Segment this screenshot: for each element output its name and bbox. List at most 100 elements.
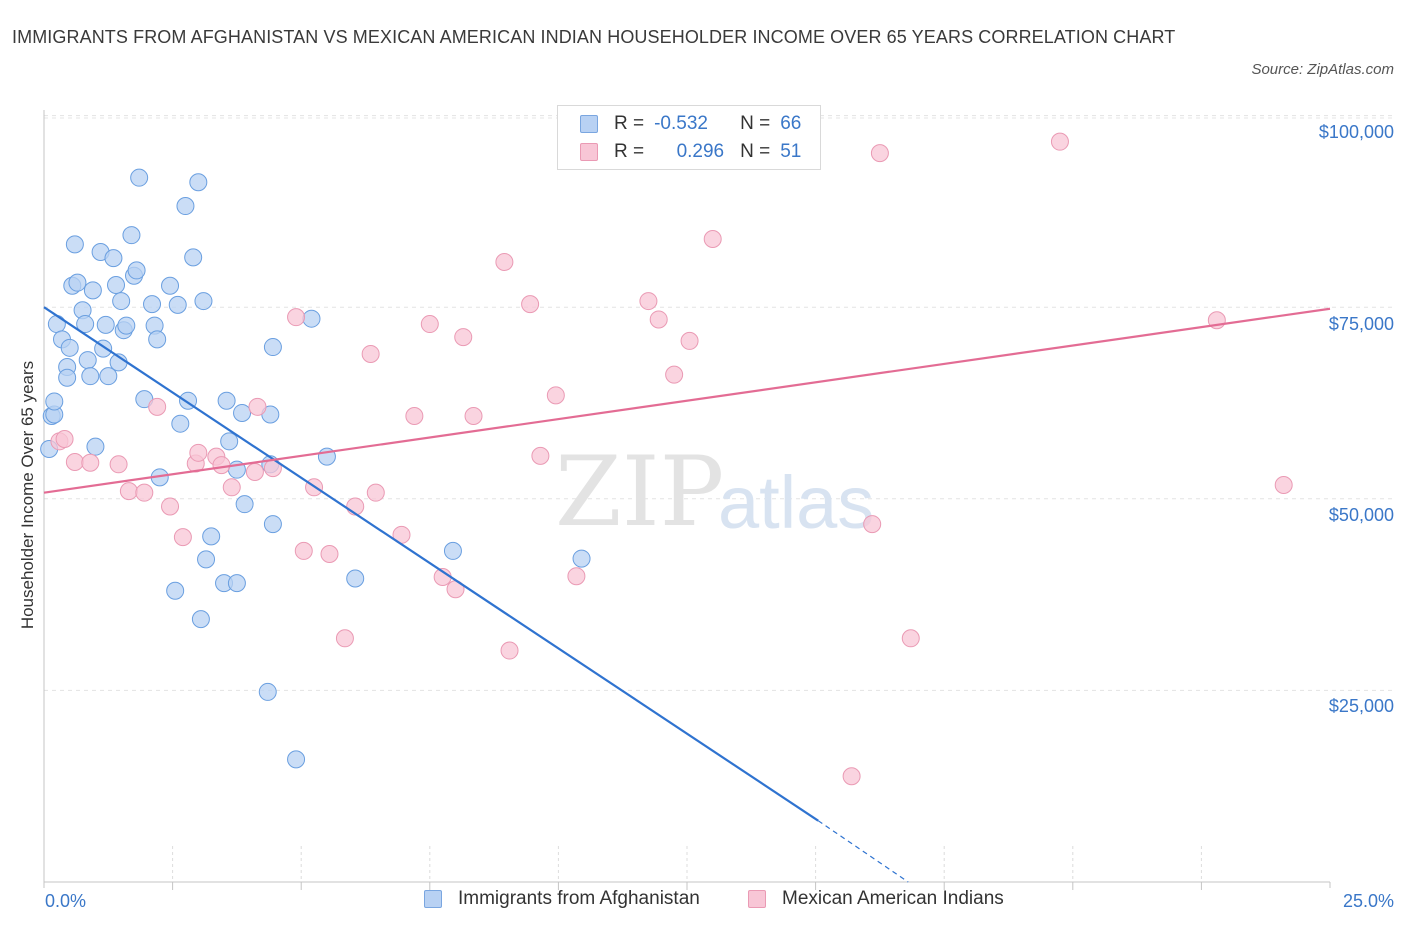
point-afghanistan-62 xyxy=(302,309,321,328)
point-afghanistan-52 xyxy=(227,574,246,593)
point-afghanistan-40 xyxy=(171,414,190,433)
y-tick-label-50000: $50,000 xyxy=(1328,505,1394,525)
legend-n-label: N = xyxy=(740,141,771,162)
point-mexican-american-indians-42 xyxy=(680,331,699,350)
x-tick-label-min: 0.0% xyxy=(45,891,87,911)
point-afghanistan-16 xyxy=(83,281,102,300)
point-mexican-american-indians-31 xyxy=(454,328,473,347)
point-afghanistan-14 xyxy=(78,351,97,370)
point-afghanistan-7 xyxy=(58,368,77,387)
y-tick-label-25000: $25,000 xyxy=(1328,696,1394,716)
point-mexican-american-indians-8 xyxy=(161,497,180,516)
watermark-zip: ZIP xyxy=(555,436,724,548)
point-mexican-american-indians-22 xyxy=(335,629,354,648)
point-mexican-american-indians-36 xyxy=(531,446,550,465)
point-mexican-american-indians-4 xyxy=(109,455,128,474)
point-mexican-american-indians-11 xyxy=(189,443,208,462)
point-mexican-american-indians-2 xyxy=(65,453,84,472)
point-mexican-american-indians-34 xyxy=(500,641,519,660)
legend-n-value-afghanistan: 66 xyxy=(780,113,802,134)
point-afghanistan-46 xyxy=(194,292,213,311)
point-afghanistan-25 xyxy=(112,292,131,311)
point-afghanistan-60 xyxy=(263,338,282,357)
point-afghanistan-8 xyxy=(60,338,79,357)
point-afghanistan-13 xyxy=(76,315,95,334)
point-afghanistan-61 xyxy=(287,750,306,769)
source-label: Source: ZipAtlas.com xyxy=(1251,61,1394,78)
point-mexican-american-indians-9 xyxy=(173,528,192,547)
point-afghanistan-30 xyxy=(127,261,146,280)
point-mexican-american-indians-15 xyxy=(245,462,264,481)
legend-row-mexican-american-indians: R = 0.296 N = 51 xyxy=(580,140,801,164)
point-afghanistan-45 xyxy=(191,610,210,629)
point-mexican-american-indians-16 xyxy=(248,397,267,416)
point-mexican-american-indians-5 xyxy=(119,482,138,501)
point-afghanistan-51 xyxy=(220,432,239,451)
point-afghanistan-10 xyxy=(65,235,84,254)
point-afghanistan-17 xyxy=(86,437,105,456)
x-tick-label-max: 25.0% xyxy=(1342,891,1394,911)
point-afghanistan-48 xyxy=(202,527,221,546)
point-mexican-american-indians-48 xyxy=(1050,132,1069,151)
point-afghanistan-64 xyxy=(346,569,365,588)
point-afghanistan-50 xyxy=(217,391,236,410)
point-mexican-american-indians-40 xyxy=(649,310,668,329)
point-mexican-american-indians-13 xyxy=(212,456,231,475)
legend-r-value-afghanistan: -0.532 xyxy=(654,113,708,134)
legend-r-label: R = xyxy=(614,141,645,162)
point-afghanistan-22 xyxy=(104,249,123,268)
point-afghanistan-3 xyxy=(45,392,64,411)
point-afghanistan-43 xyxy=(184,248,203,267)
point-mexican-american-indians-14 xyxy=(222,478,241,497)
point-mexican-american-indians-50 xyxy=(1274,476,1293,495)
point-afghanistan-11 xyxy=(68,273,87,292)
point-mexican-american-indians-39 xyxy=(639,292,658,311)
point-afghanistan-15 xyxy=(81,367,100,386)
trend-extension-afghanistan xyxy=(817,820,909,883)
point-mexican-american-indians-3 xyxy=(81,453,100,472)
watermark-atlas: atlas xyxy=(718,461,874,544)
legend-r-label: R = xyxy=(614,113,645,134)
point-afghanistan-4 xyxy=(47,315,66,334)
scatter-points xyxy=(40,132,1293,786)
trend-lines xyxy=(43,306,1331,883)
point-mexican-american-indians-19 xyxy=(294,541,313,560)
point-mexican-american-indians-47 xyxy=(901,629,920,648)
point-mexican-american-indians-1 xyxy=(55,430,74,449)
point-afghanistan-37 xyxy=(161,276,180,295)
y-tick-label-75000: $75,000 xyxy=(1328,314,1394,334)
series-legend-afghanistan: Immigrants from Afghanistan xyxy=(424,888,700,910)
point-afghanistan-28 xyxy=(122,226,141,245)
legend-n-label: N = xyxy=(740,113,771,134)
point-mexican-american-indians-33 xyxy=(495,252,514,271)
point-afghanistan-55 xyxy=(235,495,254,514)
point-mexican-american-indians-46 xyxy=(870,144,889,163)
point-mexican-american-indians-27 xyxy=(405,407,424,426)
point-afghanistan-58 xyxy=(263,515,282,534)
chart-title: IMMIGRANTS FROM AFGHANISTAN VS MEXICAN A… xyxy=(12,27,1176,47)
point-afghanistan-54 xyxy=(233,403,252,422)
series-legend-swatch-mexican-american-indians xyxy=(748,890,766,908)
series-legend-mexican-american-indians: Mexican American Indians xyxy=(748,888,1004,910)
trend-line-afghanistan xyxy=(43,306,819,822)
series-legend-label-afghanistan: Immigrants from Afghanistan xyxy=(458,888,700,909)
point-afghanistan-23 xyxy=(107,275,126,294)
series-legend-swatch-afghanistan xyxy=(424,890,442,908)
trend-line-mexican-american-indians xyxy=(43,307,1331,494)
point-afghanistan-31 xyxy=(130,168,149,187)
point-mexican-american-indians-41 xyxy=(665,365,684,384)
point-mexican-american-indians-45 xyxy=(863,515,882,534)
point-afghanistan-27 xyxy=(117,316,136,335)
point-afghanistan-35 xyxy=(148,330,167,349)
point-mexican-american-indians-25 xyxy=(366,483,385,502)
point-mexican-american-indians-28 xyxy=(420,315,439,334)
watermark: ZIP atlas xyxy=(555,436,874,548)
point-mexican-american-indians-38 xyxy=(567,567,586,586)
point-afghanistan-65 xyxy=(443,541,462,560)
legend-row-afghanistan: R = -0.532 N = 66 xyxy=(580,112,801,136)
series-legend-label-mexican-american-indians: Mexican American Indians xyxy=(782,888,1004,909)
point-afghanistan-47 xyxy=(197,550,216,569)
point-mexican-american-indians-7 xyxy=(148,397,167,416)
point-mexican-american-indians-35 xyxy=(521,295,540,314)
